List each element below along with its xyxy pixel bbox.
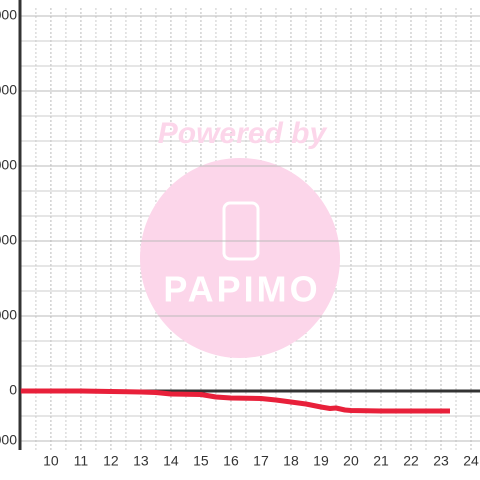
watermark-logo: PAPIMO (163, 269, 320, 310)
y-tick-label: 150,000 (0, 7, 17, 23)
y-tick-label: 30,000 (0, 307, 17, 323)
x-tick-label: 10 (43, 453, 59, 469)
x-tick-label: 19 (313, 453, 329, 469)
watermark-icon (222, 201, 260, 261)
y-tick-label: 120,000 (0, 82, 17, 98)
y-tick-label: -20,000 (0, 432, 17, 448)
x-tick-label: 22 (403, 453, 419, 469)
x-tick-label: 14 (163, 453, 179, 469)
x-tick-label: 15 (193, 453, 209, 469)
line (20, 388, 450, 414)
y-tick-label: 0 (9, 382, 17, 398)
x-tick-label: 18 (283, 453, 299, 469)
x-tick-label: 20 (343, 453, 359, 469)
x-tick-label: 12 (103, 453, 119, 469)
x-tick-label: 16 (223, 453, 239, 469)
watermark-text: Powered by (158, 117, 328, 150)
y-tick-label: 90,000 (0, 157, 17, 173)
x-tick-label: 21 (373, 453, 389, 469)
x-tick-label: 11 (74, 453, 89, 469)
x-tick-label: 17 (253, 453, 269, 469)
y-tick-label: 60,000 (0, 232, 17, 248)
x-tick-label: 13 (133, 453, 149, 469)
x-tick-label: 24 (463, 453, 479, 469)
x-tick-label: 23 (433, 453, 449, 469)
